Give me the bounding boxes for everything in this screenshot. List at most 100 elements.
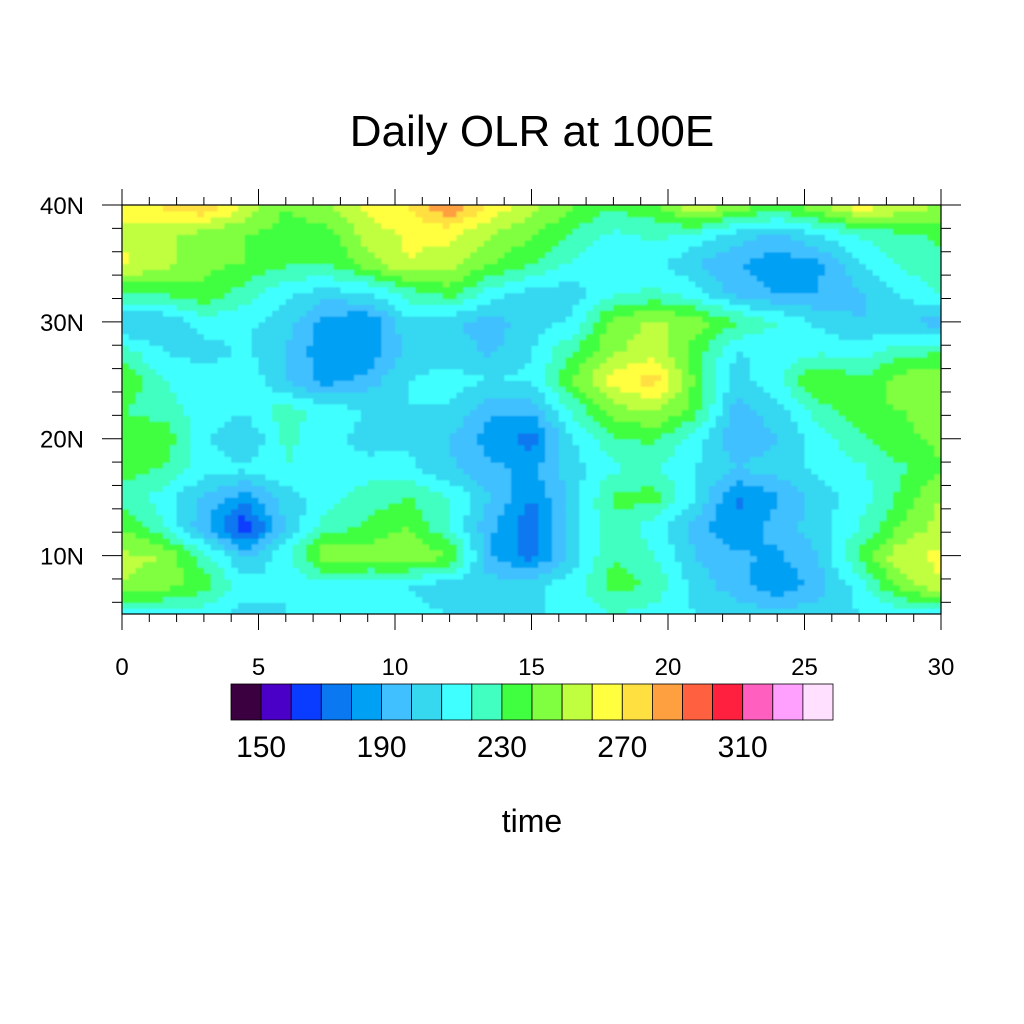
heatmap-cell [265, 462, 273, 469]
heatmap-cell [292, 444, 301, 451]
heatmap-cell [818, 456, 826, 463]
heatmap-cell [476, 584, 485, 592]
heatmap-cell [415, 421, 423, 428]
heatmap-cell [715, 514, 724, 522]
heatmap-cell [197, 578, 205, 586]
heatmap-cell [558, 561, 567, 568]
heatmap-cell [674, 526, 683, 533]
heatmap-cell [681, 590, 690, 598]
heatmap-cell [470, 485, 478, 492]
heatmap-cell [470, 415, 478, 422]
heatmap-cell [299, 497, 307, 504]
heatmap-cell [729, 491, 737, 498]
heatmap-cell [661, 374, 669, 381]
heatmap-cell [736, 456, 744, 463]
heatmap-cell [627, 391, 635, 399]
heatmap-cell [313, 450, 321, 457]
heatmap-cell [388, 578, 396, 586]
heatmap-cell [483, 386, 492, 393]
heatmap-cell [599, 573, 608, 580]
heatmap-cell [845, 555, 853, 563]
heatmap-cell [517, 508, 526, 516]
heatmap-cell [231, 473, 239, 481]
heatmap-cell [442, 432, 451, 440]
heatmap-cell [613, 526, 621, 533]
heatmap-cell [756, 555, 765, 563]
heatmap-cell [470, 567, 478, 574]
heatmap-cell [203, 427, 212, 434]
heatmap-cell [449, 374, 458, 381]
heatmap-cell [463, 409, 471, 416]
heatmap-cell [538, 526, 546, 533]
heatmap-cell [299, 549, 307, 557]
heatmap-cell [463, 549, 471, 557]
heatmap-cell [831, 538, 840, 545]
heatmap-cell [729, 415, 737, 422]
heatmap-cell [633, 520, 642, 527]
heatmap-cell [476, 561, 485, 568]
heatmap-cell [306, 497, 314, 504]
heatmap-cell [156, 456, 164, 463]
heatmap-cell [906, 467, 915, 475]
heatmap-cell [190, 532, 198, 539]
heatmap-cell [708, 578, 717, 586]
heatmap-cell [408, 462, 417, 469]
heatmap-cell [272, 578, 280, 586]
heatmap-cell [128, 479, 137, 487]
heatmap-cell [401, 555, 410, 563]
heatmap-cell [374, 380, 382, 387]
heatmap-cell [476, 491, 485, 498]
heatmap-cell [681, 538, 690, 545]
heatmap-cell [470, 374, 478, 381]
heatmap-cell [599, 608, 608, 614]
heatmap-cell [920, 608, 928, 614]
heatmap-cell [156, 590, 164, 598]
heatmap-cell [586, 438, 594, 446]
heatmap-cell [415, 415, 423, 422]
heatmap-cell [476, 380, 485, 387]
heatmap-cell [504, 485, 512, 492]
heatmap-cell [620, 602, 628, 609]
heatmap-cell [292, 403, 301, 411]
heatmap-cell [517, 543, 526, 551]
heatmap-cell [497, 479, 505, 487]
heatmap-cell [340, 573, 348, 580]
heatmap-cell [654, 561, 662, 568]
heatmap-cell [551, 590, 560, 598]
heatmap-cell [360, 561, 369, 568]
heatmap-cell [729, 497, 737, 504]
heatmap-cell [859, 479, 867, 487]
heatmap-cell [429, 590, 437, 598]
heatmap-cell [354, 561, 362, 568]
heatmap-cell [285, 456, 294, 463]
heatmap-cell [647, 549, 655, 557]
heatmap-cell [483, 608, 492, 614]
heatmap-cell [913, 596, 922, 603]
heatmap-cell [592, 584, 601, 592]
heatmap-cell [627, 438, 635, 446]
heatmap-cell [627, 421, 635, 428]
heatmap-cell [449, 432, 458, 440]
heatmap-cell [681, 432, 690, 440]
heatmap-cell [893, 573, 901, 580]
heatmap-cell [872, 421, 881, 428]
heatmap-cell [340, 508, 348, 516]
heatmap-cell [770, 526, 778, 533]
heatmap-cell [306, 555, 314, 563]
heatmap-cell [299, 526, 307, 533]
heatmap-cell [770, 380, 778, 387]
heatmap-cell [592, 368, 601, 376]
heatmap-cell [429, 567, 437, 574]
heatmap-cell [797, 473, 806, 481]
heatmap-cell [374, 543, 382, 551]
heatmap-cell [524, 456, 533, 463]
heatmap-cell [504, 508, 512, 516]
heatmap-cell [511, 479, 519, 487]
heatmap-cell [156, 386, 164, 393]
heatmap-cell [347, 456, 355, 463]
heatmap-cell [749, 555, 758, 563]
heatmap-cell [231, 432, 239, 440]
heatmap-cell [592, 456, 601, 463]
heatmap-cell [620, 497, 628, 504]
heatmap-cell [429, 438, 437, 446]
